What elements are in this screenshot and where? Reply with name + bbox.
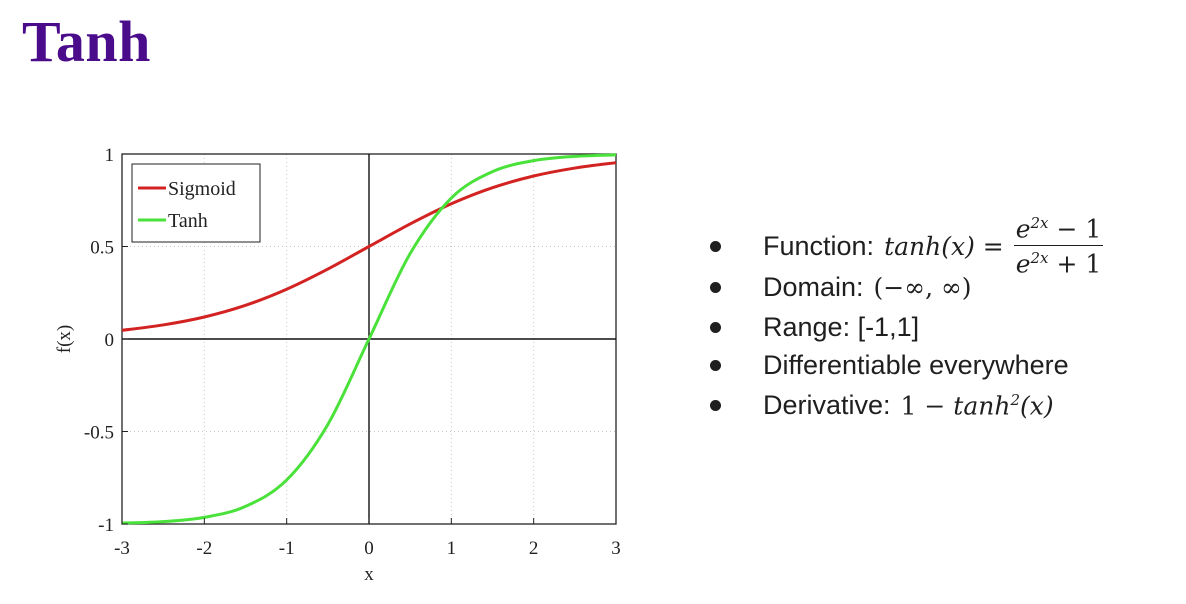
bullet-differentiable: Differentiable everywhere (710, 350, 1069, 381)
bullet-dot (710, 360, 721, 371)
chart-legend: Sigmoid Tanh (131, 163, 261, 243)
y-tick-label: -1 (98, 515, 114, 536)
y-tick-label: 0 (105, 330, 115, 351)
derivative-pre: 1 − (900, 391, 954, 421)
function-fraction: e2x − 1 e2x + 1 (1013, 214, 1104, 279)
fraction-numerator: e2x − 1 (1013, 214, 1104, 247)
legend-box (131, 163, 261, 243)
x-tick-label: 3 (611, 538, 621, 559)
num-rest: − 1 (1048, 214, 1102, 244)
bullet-dot (710, 400, 721, 411)
chart-ticks: -3 -2 -1 0 1 2 3 1 0.5 0 -0.5 -1 (84, 145, 621, 559)
chart-series (121, 153, 617, 525)
x-axis-label: x (364, 564, 374, 585)
x-tick-label: 2 (529, 538, 539, 559)
y-axis-label: f(x) (54, 325, 75, 353)
function-lhs: tanh(x) = (884, 231, 1004, 261)
x-tick-label: -2 (196, 538, 212, 559)
domain-label: Domain: (763, 272, 864, 302)
legend-label: Tanh (168, 210, 208, 232)
function-label: Function: (763, 230, 875, 261)
y-tick-label: 1 (105, 145, 115, 166)
range-label: Range: [-1,1] (763, 312, 920, 342)
derivative-fn: tanh (953, 391, 1011, 421)
slide-title: Tanh (22, 9, 151, 74)
x-tick-label: 0 (364, 538, 374, 559)
derivative-expression: 1 − tanh2(x) (901, 391, 1054, 420)
domain-value: (−∞, ∞) (873, 273, 972, 302)
den-exp: 2x (1030, 249, 1049, 268)
derivative-label: Derivative: (763, 390, 891, 420)
differentiable-label: Differentiable everywhere (763, 350, 1069, 380)
derivative-post: (x) (1020, 391, 1054, 421)
den-base: e (1015, 249, 1031, 279)
bullet-dot (710, 322, 721, 333)
x-tick-label: 1 (447, 538, 457, 559)
bullet-dot (710, 240, 721, 252)
legend-label: Sigmoid (168, 178, 236, 200)
y-tick-label: -0.5 (84, 423, 114, 444)
x-tick-label: -1 (279, 538, 295, 559)
bullet-range: Range: [-1,1] (710, 312, 919, 343)
x-tick-label: -3 (114, 538, 130, 559)
den-rest: + 1 (1048, 249, 1102, 279)
num-base: e (1015, 214, 1031, 244)
bullet-domain: Domain: (−∞, ∞) (710, 272, 972, 303)
series-line-tanh (121, 153, 617, 525)
bullet-function: Function: tanh(x) = e2x − 1 e2x + 1 (710, 214, 1104, 279)
num-exp: 2x (1030, 214, 1049, 232)
bullet-dot (710, 282, 721, 293)
y-tick-label: 0.5 (90, 238, 114, 259)
bullet-derivative: Derivative: 1 − tanh2(x) (710, 390, 1054, 421)
fraction-denominator: e2x + 1 (1014, 246, 1104, 279)
activation-chart: -3 -2 -1 0 1 2 3 1 0.5 0 -0.5 -1 Sigmoid Tanh x f(x) (54, 145, 621, 585)
derivative-exp: 2 (1010, 390, 1020, 409)
series-line-sigmoid (121, 161, 617, 332)
